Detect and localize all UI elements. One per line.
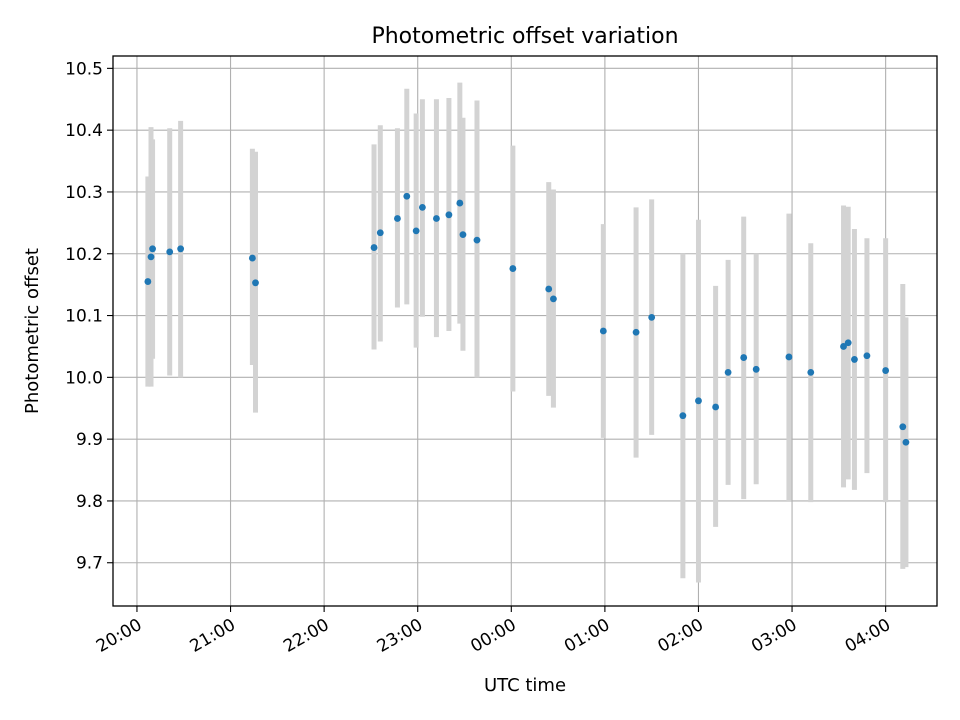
data-point bbox=[712, 403, 720, 411]
data-point bbox=[376, 229, 384, 237]
data-point bbox=[724, 369, 732, 376]
data-point bbox=[445, 211, 453, 219]
data-point bbox=[433, 215, 440, 222]
x-tick-label: 00:00 bbox=[467, 615, 519, 657]
data-point bbox=[899, 423, 907, 431]
x-tick-label: 03:00 bbox=[748, 615, 800, 657]
data-point bbox=[752, 365, 760, 373]
data-point bbox=[370, 244, 378, 251]
data-point bbox=[147, 253, 155, 261]
data-point bbox=[418, 204, 426, 211]
data-point bbox=[394, 215, 401, 222]
data-point bbox=[403, 192, 411, 200]
data-point bbox=[456, 199, 464, 207]
x-tick-label: 20:00 bbox=[93, 615, 145, 657]
data-point bbox=[599, 327, 607, 335]
x-tick-label: 01:00 bbox=[561, 615, 613, 657]
y-tick-label: 10.2 bbox=[65, 245, 103, 265]
plot-frame bbox=[112, 55, 938, 607]
data-point bbox=[844, 339, 852, 347]
data-point bbox=[166, 248, 174, 256]
data-point bbox=[695, 397, 702, 405]
grid bbox=[113, 56, 937, 606]
data-point bbox=[248, 254, 256, 262]
x-tick-label: 02:00 bbox=[655, 615, 707, 657]
y-tick-label: 10.0 bbox=[65, 368, 103, 388]
data-point bbox=[473, 236, 481, 244]
y-axis-label: Photometric offset bbox=[22, 248, 43, 414]
data-point bbox=[509, 265, 517, 272]
data-point bbox=[882, 367, 890, 374]
data-point bbox=[807, 369, 815, 376]
y-tick-label: 10.1 bbox=[65, 307, 103, 327]
axis-ticks: 20:00 21:00 22:00 23:00 00:00 01:00 02:00 03:00… bbox=[65, 59, 894, 656]
data-point bbox=[840, 343, 847, 350]
y-tick-label: 10.5 bbox=[65, 59, 103, 79]
data-point bbox=[785, 353, 793, 361]
data-point bbox=[632, 328, 640, 336]
data-point bbox=[648, 314, 656, 321]
data-point bbox=[177, 245, 185, 253]
data-point bbox=[851, 356, 858, 363]
x-axis-label: UTC time bbox=[484, 675, 566, 696]
y-tick-label: 10.4 bbox=[65, 121, 103, 141]
x-tick-label: 21:00 bbox=[187, 615, 239, 657]
data-point bbox=[149, 245, 156, 253]
data-point bbox=[459, 231, 467, 238]
y-tick-label: 9.7 bbox=[76, 554, 103, 574]
x-tick-label: 04:00 bbox=[842, 615, 894, 657]
x-tick-label: 23:00 bbox=[374, 615, 426, 657]
x-tick-label: 22:00 bbox=[280, 615, 332, 657]
data-point bbox=[550, 295, 557, 303]
data-point bbox=[679, 412, 687, 420]
y-tick-label: 9.9 bbox=[76, 430, 103, 450]
data-point bbox=[412, 227, 420, 235]
data-point bbox=[252, 279, 259, 287]
data-point bbox=[863, 352, 871, 360]
chart-title: Photometric offset variation bbox=[371, 24, 678, 49]
y-tick-label: 10.3 bbox=[65, 183, 103, 203]
data-point bbox=[545, 285, 553, 293]
y-tick-label: 9.8 bbox=[76, 492, 103, 512]
data-point bbox=[740, 354, 748, 361]
data-point bbox=[144, 278, 152, 285]
data-point bbox=[902, 438, 910, 446]
data-points bbox=[144, 192, 910, 446]
